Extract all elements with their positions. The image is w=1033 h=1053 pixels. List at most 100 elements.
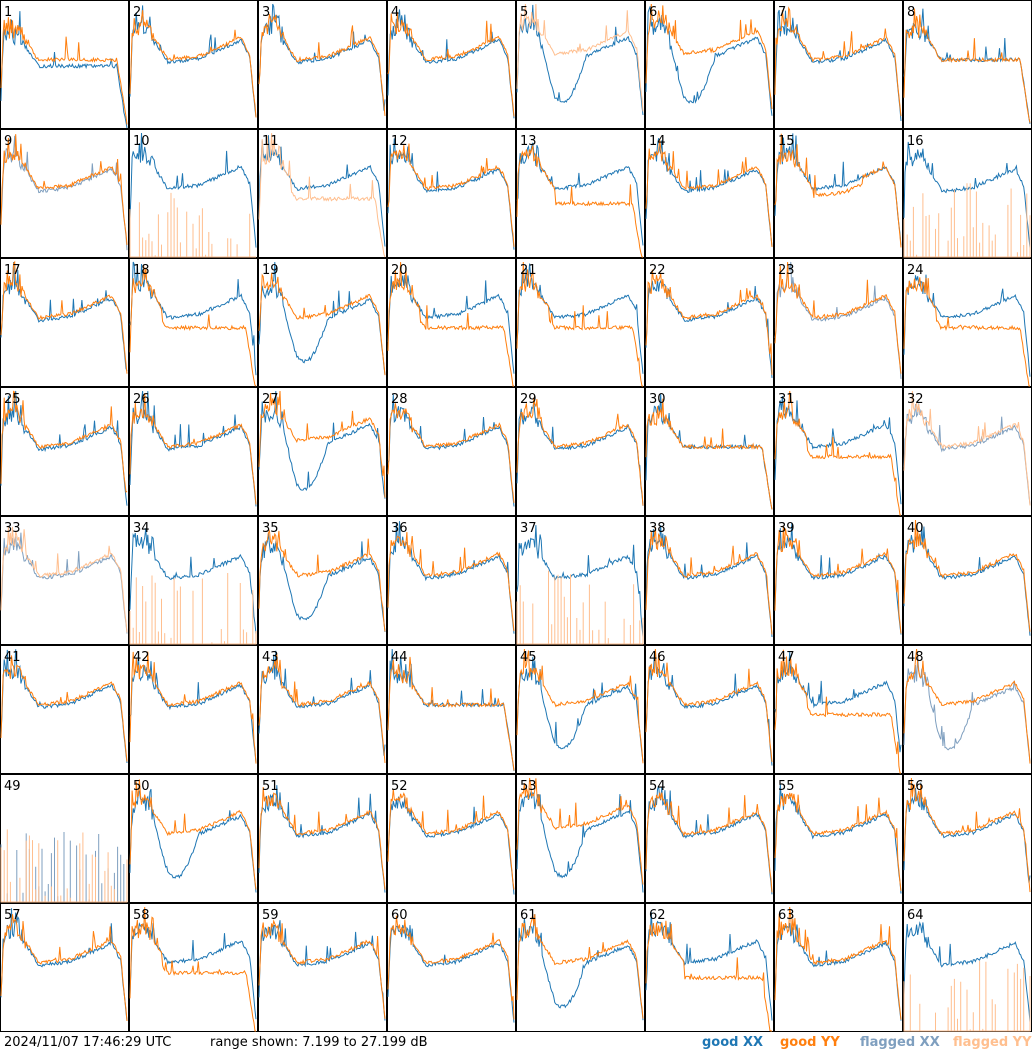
series-xx-24 xyxy=(903,274,1031,377)
panel-label: 40 xyxy=(907,521,924,536)
series-yy-24 xyxy=(903,277,1030,387)
panel-frame xyxy=(774,258,903,387)
series-xx-39 xyxy=(774,522,902,635)
series-yy-20 xyxy=(387,261,514,387)
panel-34: 34 xyxy=(129,516,258,645)
panel-frame xyxy=(516,903,645,1032)
panel-label: 13 xyxy=(520,134,537,149)
range-text: range shown: 7.199 to 27.199 dB xyxy=(210,1035,428,1050)
panel-frame xyxy=(0,903,129,1032)
panel-7: 7 xyxy=(774,0,903,129)
panel-9: 9 xyxy=(0,129,129,258)
panel-frame xyxy=(903,645,1032,774)
panel-label: 6 xyxy=(649,5,657,20)
panel-39: 39 xyxy=(774,516,903,645)
panel-frame xyxy=(516,645,645,774)
panel-2: 2 xyxy=(129,0,258,129)
panel-60: 60 xyxy=(387,903,516,1032)
series-xx-47 xyxy=(774,651,902,753)
series-yy-25 xyxy=(0,390,128,493)
panel-frame xyxy=(0,387,129,516)
series-yy-47 xyxy=(774,649,901,774)
series-xx-18 xyxy=(129,261,257,376)
series-yy-18 xyxy=(129,265,257,387)
series-xx-29 xyxy=(516,402,644,506)
series-yy-4 xyxy=(387,11,515,117)
panel-33: 33 xyxy=(0,516,129,645)
panel-4: 4 xyxy=(387,0,516,129)
series-yy-63 xyxy=(774,906,902,1020)
panel-label: 21 xyxy=(520,263,537,278)
panel-frame xyxy=(516,516,645,645)
panel-label: 15 xyxy=(778,134,795,149)
panel-label: 55 xyxy=(778,779,795,794)
panel-16: 16 xyxy=(903,129,1032,258)
series-xx-38 xyxy=(645,525,773,638)
panel-label: 49 xyxy=(4,779,21,794)
series-xx-26 xyxy=(129,390,257,507)
panel-frame xyxy=(903,0,1032,129)
panel-frame xyxy=(774,774,903,903)
panel-label: 2 xyxy=(133,5,141,20)
series-xx-14 xyxy=(645,138,773,247)
series-xx-64 xyxy=(903,921,1031,1023)
panel-label: 8 xyxy=(907,5,915,20)
panel-label: 46 xyxy=(649,650,666,665)
panel-label: 24 xyxy=(907,263,924,278)
panel-56: 56 xyxy=(903,774,1032,903)
panel-label: 36 xyxy=(391,521,408,536)
panel-10: 10 xyxy=(129,129,258,258)
series-yy-15 xyxy=(774,133,902,248)
series-yy-58 xyxy=(129,906,256,1032)
panel-label: 42 xyxy=(133,650,150,665)
panel-13: 13 xyxy=(516,129,645,258)
series-xx-42 xyxy=(129,654,257,763)
legend-good-xx: good XX xyxy=(702,1035,764,1050)
series-yy-3 xyxy=(258,14,386,116)
series-xx-53 xyxy=(516,791,644,893)
panel-55: 55 xyxy=(774,774,903,903)
panel-61: 61 xyxy=(516,903,645,1032)
series-yy-51 xyxy=(258,786,386,890)
panel-19: 19 xyxy=(258,258,387,387)
panel-label: 25 xyxy=(4,392,21,407)
series-xx-21 xyxy=(516,263,644,374)
panel-label: 54 xyxy=(649,779,666,794)
series-xx-61 xyxy=(516,914,644,1021)
panel-8: 8 xyxy=(903,0,1032,129)
panel-label: 51 xyxy=(262,779,279,794)
panel-label: 35 xyxy=(262,521,279,536)
panel-17: 17 xyxy=(0,258,129,387)
series-xx-48 xyxy=(903,655,1031,762)
panel-label: 39 xyxy=(778,521,795,536)
series-yy-34 xyxy=(129,573,257,645)
panel-42: 42 xyxy=(129,645,258,774)
panel-label: 5 xyxy=(520,5,528,20)
series-yy-14 xyxy=(645,139,773,248)
panel-label: 27 xyxy=(262,392,279,407)
panel-label: 1 xyxy=(4,5,12,20)
panel-frame xyxy=(903,258,1032,387)
series-xx-5 xyxy=(516,4,644,116)
panel-18: 18 xyxy=(129,258,258,387)
panel-37: 37 xyxy=(516,516,645,645)
series-yy-55 xyxy=(774,792,902,892)
panel-label: 60 xyxy=(391,908,408,923)
series-yy-36 xyxy=(387,532,515,632)
series-yy-59 xyxy=(258,919,386,1019)
panel-49: 49 xyxy=(0,774,129,903)
panel-label: 34 xyxy=(133,521,150,536)
panel-frame xyxy=(129,387,258,516)
series-yy-27 xyxy=(258,390,386,498)
panel-frame xyxy=(0,645,129,774)
series-yy-21 xyxy=(516,261,643,387)
panel-label: 30 xyxy=(649,392,666,407)
series-xx-11 xyxy=(258,135,386,247)
series-xx-28 xyxy=(387,394,515,507)
panel-frame xyxy=(774,129,903,258)
series-yy-61 xyxy=(516,913,644,1019)
series-xx-27 xyxy=(258,390,386,499)
panel-36: 36 xyxy=(387,516,516,645)
panel-label: 28 xyxy=(391,392,408,407)
